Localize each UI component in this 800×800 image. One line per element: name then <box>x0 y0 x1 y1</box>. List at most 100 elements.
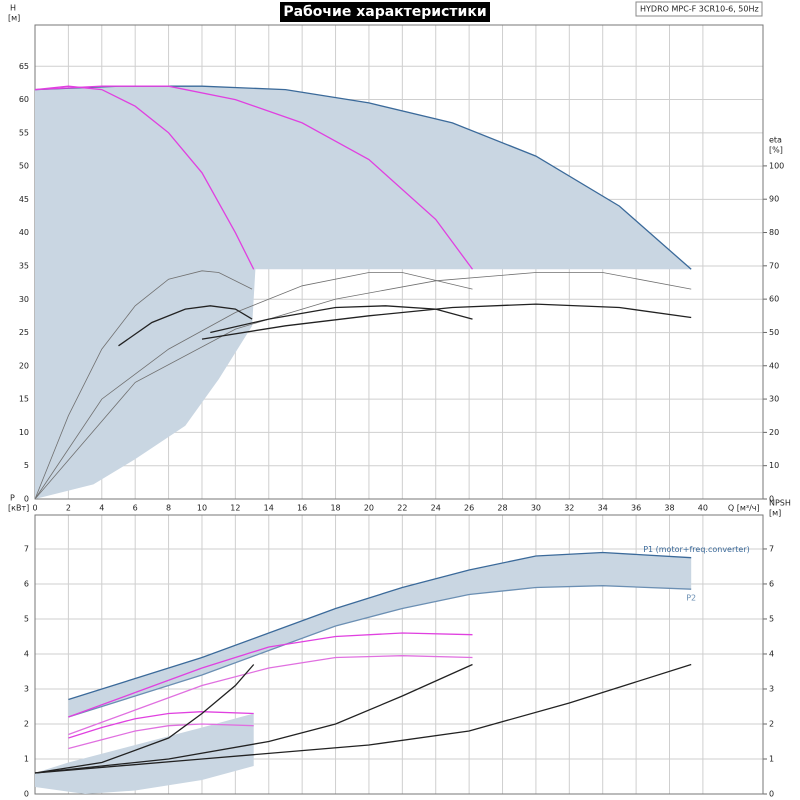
x-tick-label: 8 <box>166 504 171 513</box>
area <box>35 86 692 499</box>
curve <box>201 303 692 340</box>
y-tick-label: 25 <box>19 328 29 337</box>
x-tick-label: 14 <box>264 504 274 513</box>
chart-title: Рабочие характеристики <box>283 4 486 20</box>
y2-tick-label: 6 <box>769 579 774 588</box>
y2-tick-label: 40 <box>769 361 779 370</box>
y-tick-label: 7 <box>24 544 29 553</box>
y2-tick-label: 30 <box>769 395 779 404</box>
y2-tick-label: 5 <box>769 614 774 623</box>
x-tick-label: 12 <box>230 504 240 513</box>
y2-tick-label: 80 <box>769 228 779 237</box>
y-tick-label: 30 <box>19 295 29 304</box>
curve <box>34 272 692 500</box>
y-tick-label: 0 <box>24 790 29 799</box>
y-tick-label: 40 <box>19 228 29 237</box>
y2-axis-label: NPSH <box>769 499 791 508</box>
y-tick-label: 15 <box>19 395 29 404</box>
x-tick-label: 38 <box>664 504 674 513</box>
y-tick-label: 5 <box>24 614 29 623</box>
title-box <box>280 2 490 22</box>
y2-tick-label: 7 <box>769 544 774 553</box>
y-axis-unit: [кВт] <box>8 504 29 513</box>
x-tick-label: 28 <box>497 504 507 513</box>
y-axis-label: P <box>10 494 15 503</box>
annotation-box <box>635 1 763 17</box>
curve <box>68 632 473 718</box>
y2-tick-label: 1 <box>769 754 774 763</box>
x-tick-label: 2 <box>66 504 71 513</box>
y2-tick-label: 20 <box>769 428 779 437</box>
y2-tick-label: 0 <box>769 495 774 504</box>
x-tick-label: 32 <box>564 504 574 513</box>
x-tick-label: 0 <box>32 504 37 513</box>
x-tick-label: 40 <box>698 504 708 513</box>
x-tick-label: 4 <box>99 504 104 513</box>
curve <box>34 85 474 270</box>
curve <box>34 664 255 774</box>
x-tick-label: 18 <box>330 504 340 513</box>
y2-axis-unit: [%] <box>769 146 783 155</box>
legend-label: P2 <box>686 594 696 603</box>
y2-axis-label: eta <box>769 136 782 145</box>
y2-tick-label: 10 <box>769 461 779 470</box>
curve <box>34 663 692 774</box>
curve <box>34 85 255 270</box>
x-tick-label: 36 <box>631 504 641 513</box>
y-tick-label: 50 <box>19 162 29 171</box>
y-tick-label: 1 <box>24 754 29 763</box>
x-tick-label: 24 <box>431 504 441 513</box>
x-tick-label: 30 <box>531 504 541 513</box>
x-tick-label: 6 <box>133 504 138 513</box>
y-axis-unit: [м] <box>8 14 20 23</box>
y2-tick-label: 3 <box>769 684 774 693</box>
y-tick-label: 65 <box>19 62 29 71</box>
y2-tick-label: 70 <box>769 261 779 270</box>
y2-tick-label: 0 <box>769 790 774 799</box>
y2-tick-label: 50 <box>769 328 779 337</box>
curve <box>68 711 254 739</box>
y2-tick-label: 2 <box>769 719 774 728</box>
y-tick-label: 55 <box>19 128 29 137</box>
x-tick-label: 20 <box>364 504 374 513</box>
y-tick-label: 10 <box>19 428 29 437</box>
y-tick-label: 5 <box>24 461 29 470</box>
curve <box>68 551 692 701</box>
y2-tick-label: 60 <box>769 295 779 304</box>
curve <box>34 270 253 500</box>
curve <box>68 655 473 736</box>
area <box>35 713 254 794</box>
annotation: HYDRO MPC-F 3CR10-6, 50Hz <box>640 5 759 14</box>
curve <box>118 305 253 347</box>
y2-tick-label: 90 <box>769 195 779 204</box>
plot-frame <box>34 514 764 795</box>
y-tick-label: 0 <box>24 495 29 504</box>
curve <box>68 585 692 718</box>
curve <box>34 272 473 500</box>
y2-tick-label: 4 <box>769 649 774 658</box>
y-tick-label: 20 <box>19 361 29 370</box>
area <box>68 552 692 717</box>
curve <box>210 305 473 334</box>
legend-label: P1 (motor+freq.converter) <box>643 545 750 554</box>
y-tick-label: 45 <box>19 195 29 204</box>
y-axis-label: H <box>10 4 16 13</box>
x-tick-label: 10 <box>197 504 207 513</box>
y2-tick-label: 100 <box>769 161 784 170</box>
x-tick-label: 22 <box>397 504 407 513</box>
y2-axis-unit: [м] <box>769 509 781 518</box>
x-tick-label: 34 <box>598 504 608 513</box>
y-tick-label: 3 <box>24 684 29 693</box>
x-tick-label: 26 <box>464 504 474 513</box>
y-tick-label: 2 <box>24 719 29 728</box>
x-axis-label: Q [м³/ч] <box>728 504 760 513</box>
y-tick-label: 6 <box>24 579 29 588</box>
y-tick-label: 4 <box>24 649 29 658</box>
y-tick-label: 35 <box>19 261 29 270</box>
x-tick-label: 16 <box>297 504 307 513</box>
curve <box>68 723 254 750</box>
curve <box>34 663 473 774</box>
y-tick-label: 60 <box>19 95 29 104</box>
